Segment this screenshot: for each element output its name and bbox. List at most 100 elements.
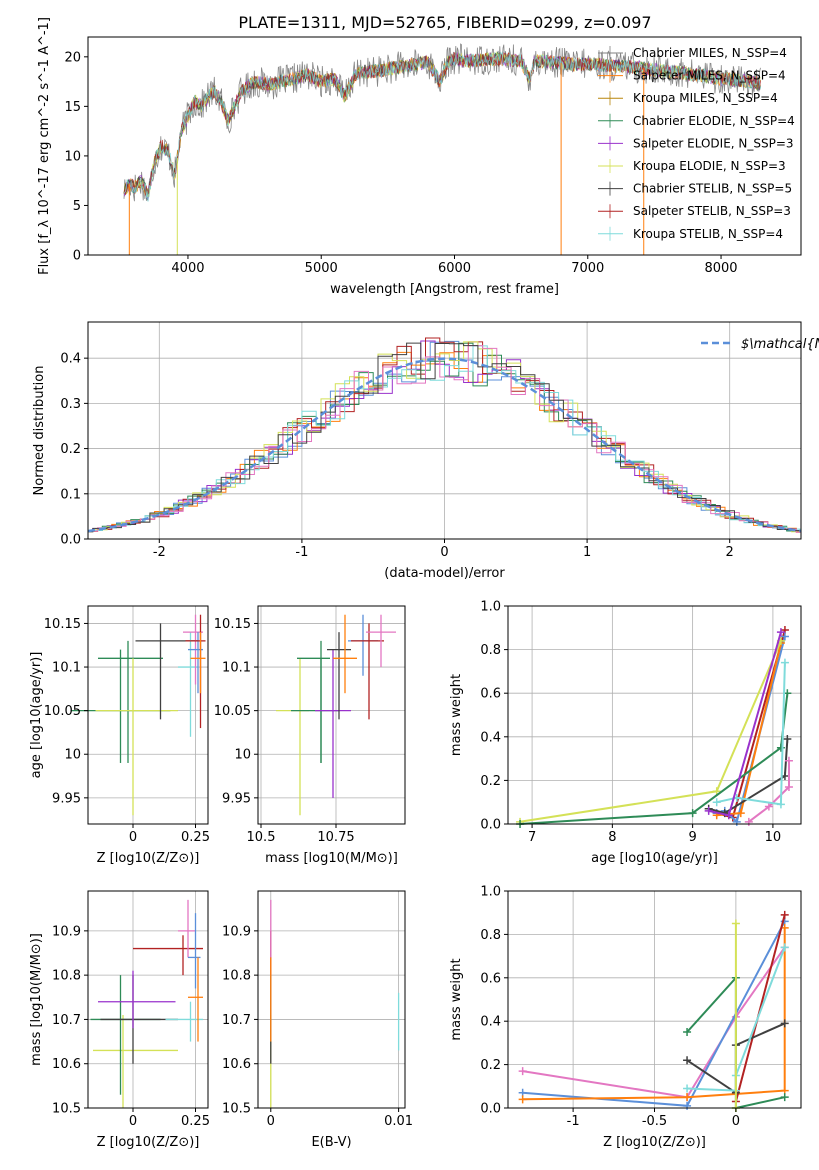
- y-tick-label: 0.4: [480, 1015, 501, 1030]
- plot-area-mass_vs_Z: [90, 899, 203, 1108]
- panel-age_vs_Z: 0 0.25 9.95 10 10.05 10.1 10.15 Z [log10(Z/Z⊙)]…: [29, 605, 210, 866]
- y-tick-label: 10.5: [52, 1102, 81, 1117]
- residual-legend: $\mathcal{N}(0, 1)$: [701, 337, 819, 352]
- weight-series-line: [716, 629, 786, 819]
- x-tick-label: 5000: [305, 261, 338, 276]
- x-tick-label: 10.75: [317, 830, 354, 845]
- y-tick-label: 10.6: [52, 1057, 81, 1072]
- y-axis-label: Flux [f_λ 10^-17 erg cm^-2 s^-1 A^-1]: [37, 17, 52, 275]
- weight-point-marker: [776, 628, 785, 637]
- spectrum-lines: [123, 43, 761, 255]
- weight-point-marker: [736, 809, 745, 818]
- weight-point-marker: [780, 943, 789, 952]
- y-tick-label: 10.05: [214, 704, 251, 719]
- x-axis-label: age [log10(age/yr)]: [591, 851, 718, 866]
- y-axis-label: mass weight: [449, 958, 464, 1040]
- y-tick-label: 0.6: [480, 971, 501, 986]
- x-tick-label: 0.25: [181, 830, 210, 845]
- x-tick-label: -1: [295, 545, 308, 560]
- weight-point-marker: [712, 798, 721, 807]
- residual-histogram-step: [88, 345, 801, 533]
- y-tick-label: 10: [64, 748, 81, 763]
- y-tick-label: 9.95: [52, 791, 81, 806]
- y-tick-label: 9.95: [222, 791, 251, 806]
- x-tick-label: -2: [153, 545, 166, 560]
- weight-point-marker: [683, 1093, 692, 1102]
- y-tick-label: 10.8: [222, 969, 251, 984]
- weight-point-marker: [776, 800, 785, 809]
- x-axis-label: wavelength [Angstrom, rest frame]: [330, 282, 559, 297]
- legend-label: Chabrier STELIB, N_SSP=5: [633, 182, 792, 196]
- x-axis-label: Z [log10(Z/Z⊙)]: [603, 1135, 706, 1150]
- y-tick-label: 10.15: [214, 617, 251, 632]
- y-tick-label: 10.8: [52, 969, 81, 984]
- axes-mass_vs_ebv: 0 0.01 10.5 10.6 10.7 10.8 10.9 E(B-V): [222, 890, 413, 1150]
- axes-frame: [257, 605, 406, 825]
- axes-frame: [87, 36, 802, 256]
- y-tick-label: 0.8: [480, 643, 501, 658]
- weight-point-marker: [764, 802, 773, 811]
- axes-frame: [257, 890, 406, 1109]
- x-axis-label: mass [log10(M/M⊙)]: [265, 851, 398, 866]
- y-tick-label: 10.6: [222, 1057, 251, 1072]
- y-tick-label: 15: [64, 100, 81, 115]
- plot-area-spectrum: [123, 43, 761, 255]
- axes-mass_vs_Z: 0 0.25 10.5 10.6 10.7 10.8 10.9 Z [log10(Z/Z⊙)]…: [29, 890, 210, 1150]
- weight-point-marker: [683, 1101, 692, 1110]
- y-tick-label: 0.4: [60, 352, 81, 367]
- y-axis-label: Normed distribution: [32, 366, 47, 496]
- y-tick-label: 10.7: [222, 1013, 251, 1028]
- x-tick-label: -1: [567, 1114, 580, 1129]
- x-tick-label: 8: [608, 830, 616, 845]
- x-axis-label: E(B-V): [311, 1135, 351, 1150]
- weight-point-marker: [683, 1028, 692, 1037]
- axes-frame: [507, 605, 802, 825]
- y-tick-label: 20: [64, 50, 81, 65]
- y-tick-label: 0.1: [60, 487, 81, 502]
- residual-histograms: [87, 337, 802, 533]
- y-tick-label: 0.6: [480, 687, 501, 702]
- y-tick-label: 0.2: [480, 1058, 501, 1073]
- y-tick-label: 5: [73, 199, 81, 214]
- x-tick-label: 8000: [704, 261, 737, 276]
- x-axis-label: Z [log10(Z/Z⊙)]: [97, 851, 200, 866]
- weight-point-marker: [704, 806, 713, 815]
- panel-weight_vs_age: 7 8 9 10 0.0 0.2 0.4 0.6 0.8 1.0 age [log10(age/yr…: [449, 600, 802, 866]
- x-tick-label: 0: [440, 545, 448, 560]
- y-tick-label: 0: [73, 249, 81, 264]
- axes-frame: [87, 605, 209, 825]
- y-tick-label: 0.3: [60, 397, 81, 412]
- weight-point-marker: [780, 1019, 789, 1028]
- weight-point-marker: [724, 811, 733, 820]
- panel-residuals: -2 -1 0 1 2 0.0 0.1 0.2 0.3 0.4 (data-model)/error…: [32, 321, 819, 581]
- y-tick-label: 10.1: [222, 661, 251, 676]
- plot-area-residuals: [87, 337, 802, 533]
- x-axis-label: (data-model)/error: [384, 566, 505, 581]
- residual-histogram-step: [88, 341, 801, 533]
- x-tick-label: 2: [726, 545, 734, 560]
- x-tick-label: 6000: [438, 261, 471, 276]
- errorbars-age_vs_Z: [70, 614, 206, 816]
- y-tick-label: 10.05: [44, 704, 81, 719]
- plot-area-age_vs_Z: [70, 614, 206, 816]
- x-tick-label: 4000: [171, 261, 204, 276]
- figure-title: PLATE=1311, MJD=52765, FIBERID=0299, z=0…: [238, 13, 651, 32]
- x-tick-label: -0.5: [642, 1114, 667, 1129]
- y-tick-label: 0.0: [480, 1102, 501, 1117]
- normal-distribution-curve: [87, 357, 802, 533]
- legend-label: Salpeter ELODIE, N_SSP=3: [633, 136, 794, 150]
- axes-age_vs_Z: 0 0.25 9.95 10 10.05 10.1 10.15 Z [log10(Z/Z⊙)]…: [29, 605, 210, 866]
- x-tick-label: 0: [732, 1114, 740, 1129]
- y-tick-label: 0.2: [480, 774, 501, 789]
- legend-label: Salpeter MILES, N_SSP=4: [633, 69, 786, 83]
- errorbars-mass_vs_Z: [90, 899, 203, 1108]
- y-tick-label: 10.9: [222, 924, 251, 939]
- weight-series-line: [708, 738, 789, 815]
- errorbars-age_vs_mass: [276, 614, 396, 816]
- y-tick-label: 10: [64, 149, 81, 164]
- legend-label: Chabrier ELODIE, N_SSP=4: [633, 114, 795, 128]
- weight-point-marker: [731, 919, 740, 928]
- weight-point-marker: [784, 782, 793, 791]
- plot-area-age_vs_mass: [276, 614, 396, 816]
